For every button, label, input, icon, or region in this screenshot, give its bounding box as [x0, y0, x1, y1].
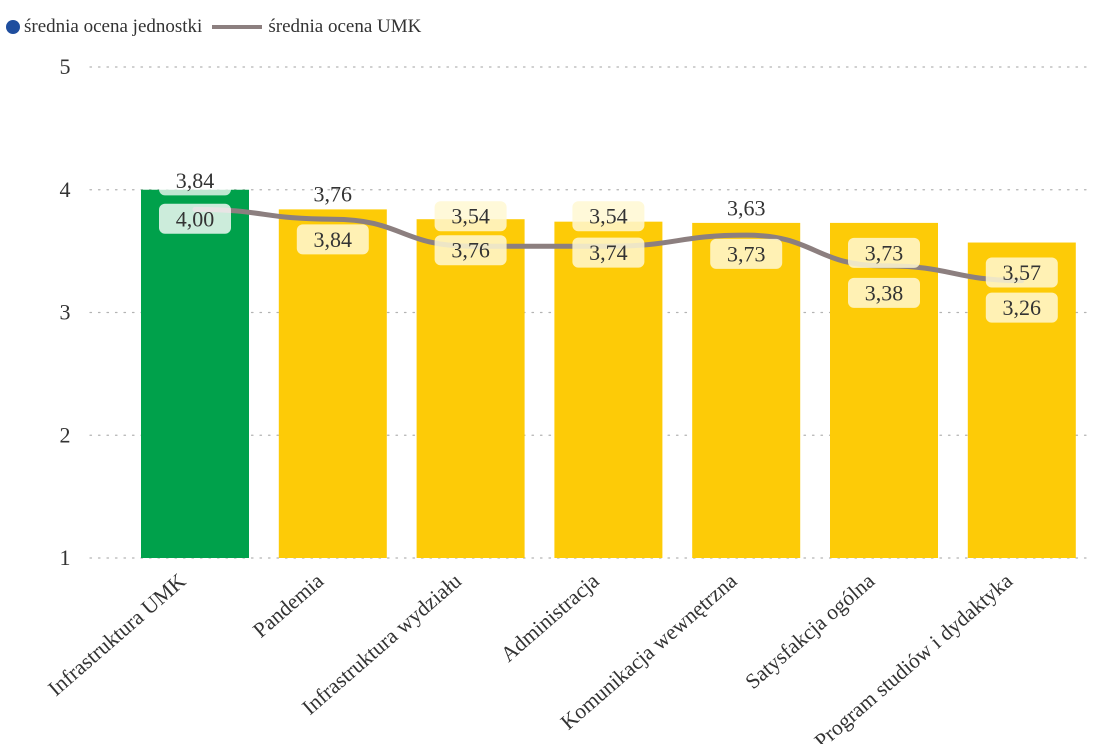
bar[interactable]: [830, 222, 938, 558]
bar[interactable]: [278, 209, 387, 558]
unit-value-label-box: [572, 237, 645, 268]
unit-value-label-box: [434, 235, 507, 266]
umk-value-label-box: [848, 277, 920, 308]
unit-value-label-text: 3,76: [451, 238, 490, 263]
x-axis-ticks: Infrastruktura UMK PandemiaInfrastruktura…: [43, 568, 1017, 744]
chart-legend: średnia ocena jednostki średnia ocena UM…: [6, 14, 431, 40]
umk-value-label-text: 3,84: [176, 168, 215, 193]
umk-value-label: 3,54: [434, 201, 507, 232]
unit-value-label-text: 3,84: [314, 227, 353, 252]
unit-value-label: 4,00: [159, 203, 231, 234]
unit-value-label-box: [159, 203, 231, 234]
data-labels: 3,84 3,76 3,54 3,54 3,63 3,38 3,26 4,00 3,84 3,76…: [159, 165, 1058, 323]
umk-value-label-box: [159, 165, 231, 196]
legend-line-icon: [212, 25, 263, 29]
legend-item-umk[interactable]: średnia ocena UMK: [212, 16, 421, 38]
y-tick-label: 3: [60, 300, 71, 325]
bars: [141, 189, 1076, 559]
unit-value-label-text: 3,57: [1003, 260, 1042, 285]
y-tick-label: 2: [60, 422, 71, 447]
unit-value-label-box: [985, 257, 1058, 288]
unit-value-label: 3,74: [572, 237, 645, 268]
umk-value-label-text: 3,26: [1003, 295, 1042, 320]
umk-value-label: 3,26: [985, 292, 1058, 323]
x-tick-label: Pandemia: [248, 568, 328, 642]
y-tick-label: 1: [60, 545, 71, 570]
y-axis-ticks: 1 2 3 4 5: [60, 54, 71, 570]
umk-value-label: 3,63: [727, 196, 766, 221]
umk-value-label: 3,84: [159, 165, 231, 196]
unit-value-label: 3,73: [848, 237, 920, 268]
bar[interactable]: [141, 189, 249, 558]
unit-value-label: 3,73: [710, 238, 783, 269]
umk-value-label-box: [985, 292, 1058, 323]
unit-value-label: 3,57: [985, 257, 1058, 288]
unit-value-label-text: 4,00: [176, 206, 215, 231]
x-tick-label: Administracja: [496, 568, 604, 666]
bar[interactable]: [967, 242, 1076, 558]
legend-label-unit: średnia ocena jednostki: [24, 16, 203, 37]
x-tick-label: Infrastruktura UMK: [43, 568, 190, 700]
umk-value-label-text: 3,54: [589, 204, 628, 229]
unit-value-label-text: 3,74: [589, 240, 628, 265]
umk-value-label-box: [434, 201, 507, 232]
bar[interactable]: [692, 222, 801, 558]
unit-value-label: 3,84: [296, 224, 369, 255]
y-tick-label: 4: [60, 177, 71, 202]
legend-dot-icon: [6, 20, 20, 34]
x-tick-label: Satysfakcja ogólna: [741, 568, 880, 693]
legend-label-umk: średnia ocena UMK: [268, 16, 422, 37]
unit-value-label-box: [848, 237, 920, 268]
umk-value-label-text: 3,54: [451, 204, 490, 229]
unit-value-label: 3,76: [434, 235, 507, 266]
umk-value-label: 3,76: [314, 182, 353, 207]
bar[interactable]: [416, 219, 525, 558]
unit-value-label-text: 3,73: [727, 241, 766, 266]
umk-value-label: 3,54: [572, 201, 645, 232]
unit-value-label-text: 3,73: [865, 240, 904, 265]
unit-value-label-box: [710, 238, 783, 269]
umk-value-label-box: [572, 201, 645, 232]
unit-value-label-box: [296, 224, 369, 255]
umk-value-label: 3,38: [848, 277, 920, 308]
bar[interactable]: [554, 221, 663, 559]
umk-value-label-text: 3,38: [865, 280, 904, 305]
y-tick-label: 5: [60, 54, 71, 79]
legend-item-unit[interactable]: średnia ocena jednostki: [6, 16, 202, 38]
